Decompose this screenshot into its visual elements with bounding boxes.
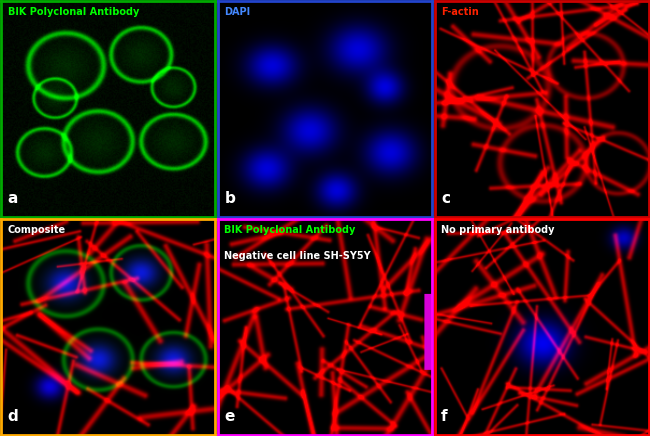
Text: F-actin: F-actin: [441, 7, 479, 17]
Text: b: b: [224, 191, 235, 206]
Text: f: f: [441, 409, 448, 424]
Text: c: c: [441, 191, 450, 206]
Text: d: d: [8, 409, 18, 424]
Text: Negative cell line SH-SY5Y: Negative cell line SH-SY5Y: [224, 251, 371, 261]
Text: e: e: [224, 409, 235, 424]
Text: No primary antibody: No primary antibody: [441, 225, 554, 235]
Text: a: a: [8, 191, 18, 206]
Text: Composite: Composite: [8, 225, 66, 235]
Text: BIK Polyclonal Antibody: BIK Polyclonal Antibody: [8, 7, 139, 17]
Text: BIK Polyclonal Antibody: BIK Polyclonal Antibody: [224, 225, 356, 235]
Text: DAPI: DAPI: [224, 7, 250, 17]
